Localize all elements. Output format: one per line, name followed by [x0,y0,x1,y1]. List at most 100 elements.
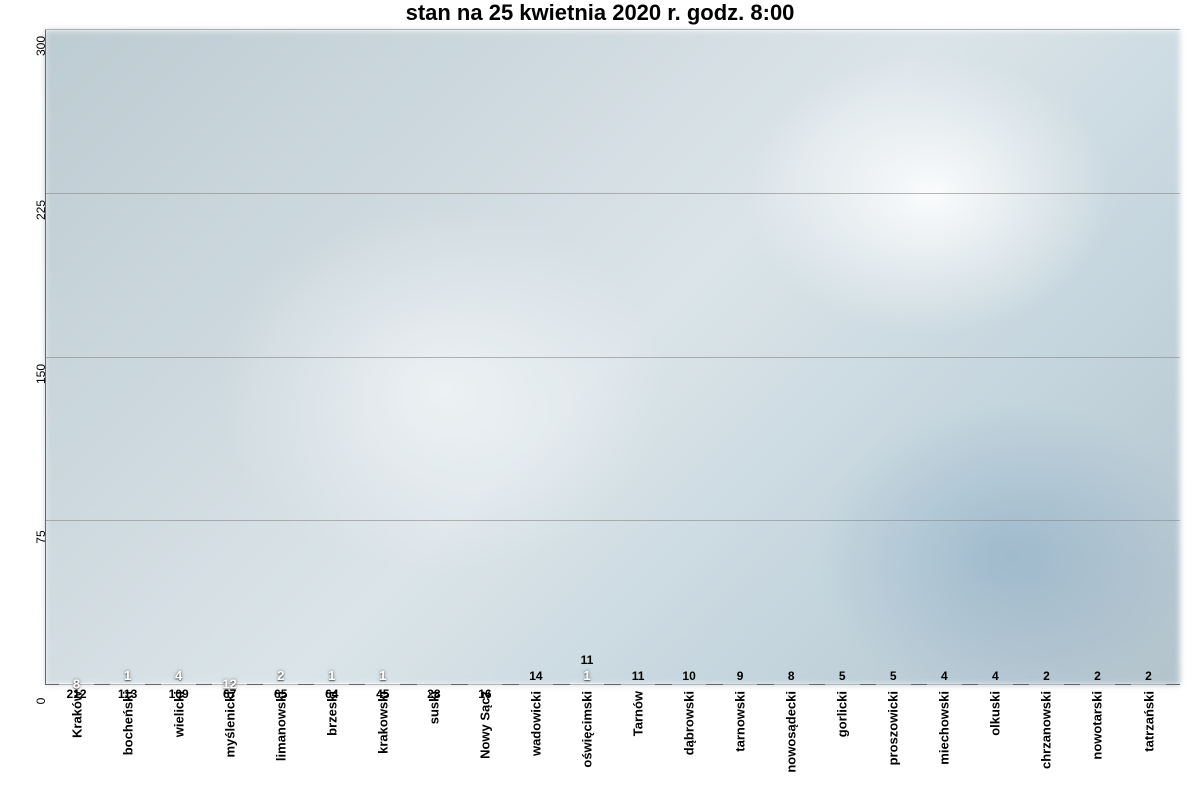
bar-slot: 2chrzanowski [1021,30,1072,685]
x-tick-label: Kraków [69,691,84,738]
x-tick-label: krakowski [375,691,390,754]
bar-slot: 4109wielicki [153,30,204,685]
bar-value-primary: 4 [992,669,999,683]
x-tick-label: myślenicki [222,691,237,758]
bar: 28 [417,684,452,685]
bar-value-primary: 14 [529,669,542,683]
bar-segment-primary: 65 [263,684,298,685]
bar-value-primary: 9 [737,669,744,683]
bar: 145 [365,683,400,685]
bar-segment-primary: 2 [1029,684,1064,685]
x-tick-label: wielicki [171,691,186,737]
bar: 2 [1131,684,1166,685]
bar-slot: 2nowotarski [1072,30,1123,685]
bar: 2 [1029,684,1064,685]
bar-value-primary: 11 [581,653,594,667]
bar-slot: 111oświęcimski [561,30,612,685]
bar-slot: 1113bocheński [102,30,153,685]
bar: 8212 [59,683,94,685]
bar-slot: 5gorlicki [817,30,868,685]
bar-value-primary: 2 [1145,669,1152,683]
bar-slot: 4miechowski [919,30,970,685]
bar-slot: 11Tarnów [613,30,664,685]
bar-segment-primary: 67 [212,684,247,685]
bar-segment-primary: 4 [927,684,962,685]
x-tick-label: miechowski [937,691,952,765]
bar-slot: 14wadowicki [510,30,561,685]
bar-slot: 8212Kraków [51,30,102,685]
bar: 1113 [110,683,145,685]
bar-slot: 164brzeski [306,30,357,685]
bar: 5 [876,684,911,685]
bar-segment-primary: 2 [1131,684,1166,685]
bar-value-secondary: 4 [175,668,182,683]
bar-slot: 2tatrzański [1123,30,1174,685]
bar-slot: 8nowosądecki [766,30,817,685]
bar-value-secondary: 1 [328,668,335,683]
bar: 9 [723,684,758,685]
x-tick-label: wadowicki [528,691,543,756]
x-tick-label: nowosądecki [784,691,799,773]
bar-segment-primary: 5 [825,684,860,685]
bar-segment-primary: 28 [417,684,452,685]
bar: 111 [570,683,605,685]
bar-segment-primary: 64 [314,684,349,685]
bar: 16 [468,684,503,685]
bar: 1267 [212,683,247,685]
x-tick-label: tatrzański [1141,691,1156,752]
x-tick-label: dąbrowski [682,691,697,755]
bar-segment-primary: 11 [621,684,656,685]
x-tick-label: gorlicki [835,691,850,737]
x-tick-label: limanowski [273,691,288,761]
bar-value-primary: 8 [788,669,795,683]
bar-segment-primary: 11 [570,684,605,685]
bar-slot: 265limanowski [255,30,306,685]
x-tick-label: oświęcimski [579,691,594,768]
bar-segment-primary: 8 [774,684,809,685]
bar: 4 [978,684,1013,685]
x-tick-label: Tarnów [631,691,646,736]
bar-segment-primary: 45 [365,684,400,685]
bar-segment-primary: 212 [59,684,94,685]
x-tick-label: brzeski [324,691,339,736]
bars-container: 8212Kraków1113bocheński4109wielicki1267m… [45,30,1180,685]
bar-segment-primary: 14 [519,684,554,685]
x-tick-label: suski [426,691,441,724]
bar: 164 [314,683,349,685]
bar-segment-primary: 16 [468,684,503,685]
bar: 4 [927,684,962,685]
bar-segment-primary: 10 [672,684,707,685]
bar-slot: 5proszowicki [868,30,919,685]
x-tick-label: bocheński [120,691,135,755]
bar-value-primary: 5 [839,669,846,683]
y-tick-label: 0 [34,685,48,717]
bar-segment-primary: 5 [876,684,911,685]
bar: 8 [774,684,809,685]
bar: 4109 [161,683,196,685]
bar-segment-primary: 113 [110,684,145,685]
bar-value-primary: 2 [1043,669,1050,683]
bar-slot: 145krakowski [357,30,408,685]
chart-title: stan na 25 kwietnia 2020 r. godz. 8:00 [0,0,1200,26]
x-tick-label: tarnowski [733,691,748,752]
bar-slot: 9tarnowski [715,30,766,685]
bar: 2 [1080,684,1115,685]
bar-value-primary: 10 [682,669,695,683]
x-tick-label: Nowy Sącz [477,691,492,759]
bar: 265 [263,683,298,685]
x-tick-label: chrzanowski [1039,691,1054,769]
bar-slot: 1267myślenicki [204,30,255,685]
bar-value-secondary: 1 [583,668,590,683]
bar-value-secondary: 1 [124,668,131,683]
bar-slot: 16Nowy Sącz [459,30,510,685]
x-tick-label: proszowicki [886,691,901,765]
x-tick-label: nowotarski [1090,691,1105,760]
bar: 11 [621,684,656,685]
bar: 14 [519,684,554,685]
bar: 10 [672,684,707,685]
bar-value-secondary: 1 [379,668,386,683]
chart-area: 075150225300 8212Kraków1113bocheński4109… [45,30,1180,685]
bar-slot: 28suski [408,30,459,685]
bar-value-primary: 5 [890,669,897,683]
bar-segment-primary: 109 [161,684,196,685]
